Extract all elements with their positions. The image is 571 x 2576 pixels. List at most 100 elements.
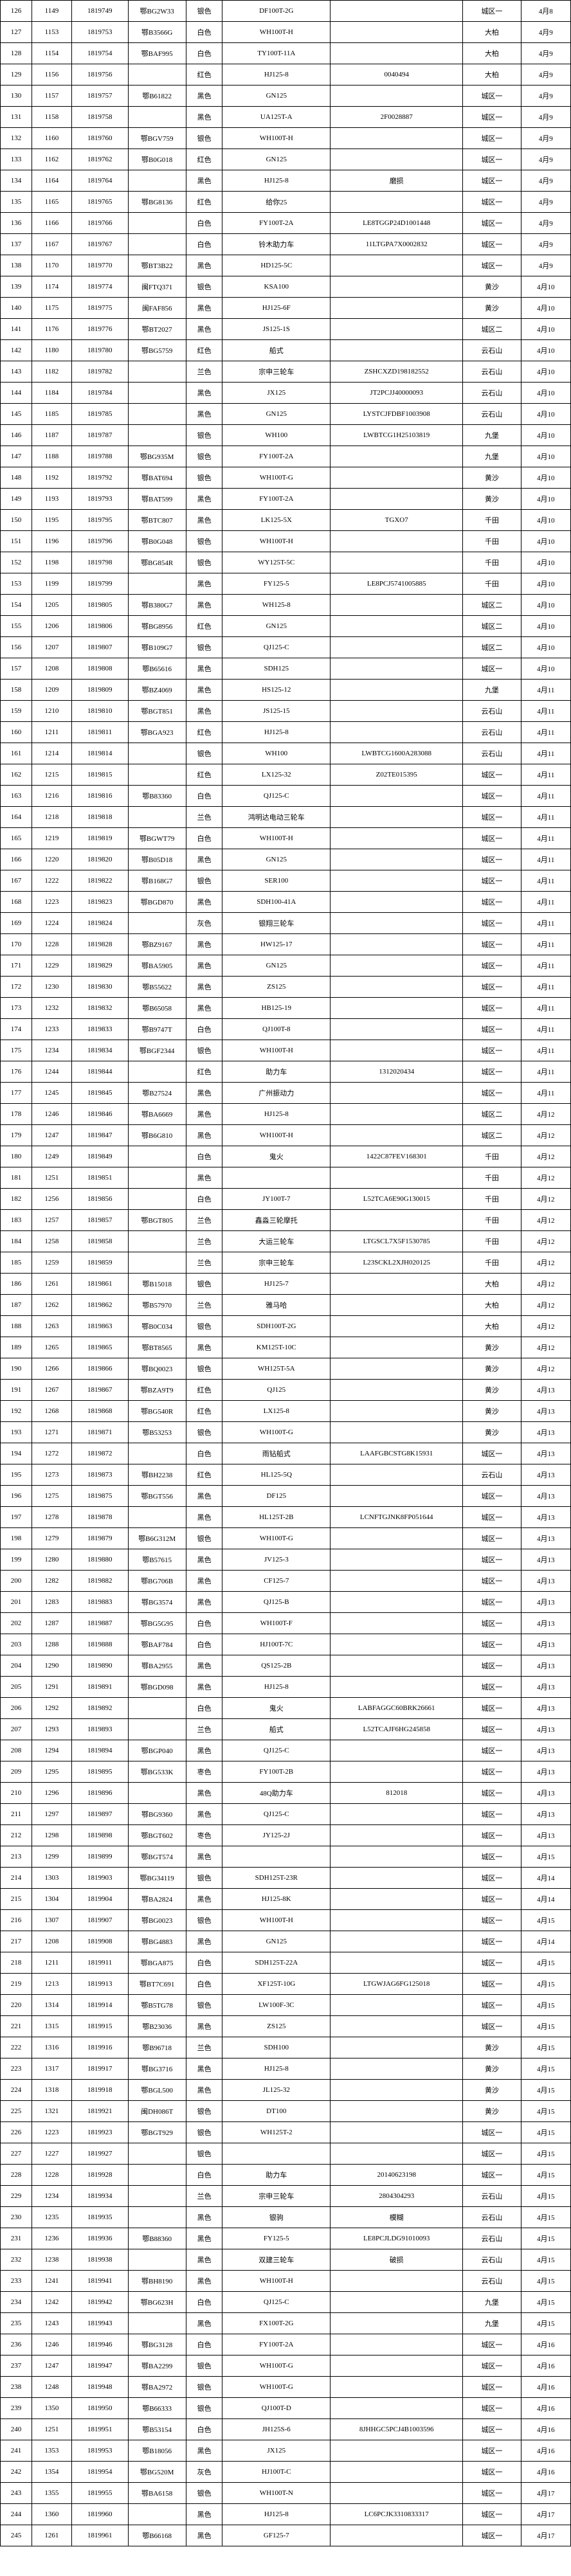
table-cell: 鄂BG4883 (128, 1931, 186, 1952)
table-row: 23112361819936鄂B88360黑色FY125-5LE8PCJLDG9… (1, 2228, 571, 2249)
table-cell: 4月16 (521, 2398, 570, 2419)
table-cell: 鄂BTC807 (128, 510, 186, 531)
table-cell: 千田 (463, 1146, 521, 1167)
table-cell: 黑色 (186, 1846, 222, 1868)
table-cell (331, 1549, 463, 1571)
table-cell: 152 (1, 552, 32, 573)
table-cell (331, 722, 463, 743)
table-row: 22413181819918鄂BGL500黑色JL125-32黄沙4月15 (1, 2080, 571, 2101)
table-row: 13711671819767白色铃木助力车11LTGPA7X0002832城区一… (1, 234, 571, 255)
table-cell: 城区一 (463, 1740, 521, 1761)
table-cell: 225 (1, 2101, 32, 2122)
table-cell: 1819764 (71, 170, 128, 192)
table-cell (128, 1167, 186, 1189)
table-cell: WH125T-5A (222, 1358, 331, 1380)
table-row: 13011571819757鄂B61822黑色GN125城区一4月9 (1, 86, 571, 107)
table-cell: 银色 (186, 637, 222, 658)
table-cell: 鄂BG5759 (128, 340, 186, 361)
table-cell: 鄂BAF784 (128, 1634, 186, 1655)
table-cell: 4月9 (521, 192, 570, 213)
table-cell: 白色 (186, 234, 222, 255)
table-cell: 1184 (32, 383, 71, 404)
table-cell: 城区一 (463, 1889, 521, 1910)
table-cell: 237 (1, 2355, 32, 2377)
table-cell: 1355 (32, 2483, 71, 2504)
table-cell: WH100T-H (222, 531, 331, 552)
table-cell: 黑色 (186, 2525, 222, 2546)
table-cell: 4月10 (521, 404, 570, 425)
table-cell: 1819953 (71, 2440, 128, 2462)
table-cell: 黑色 (186, 2504, 222, 2525)
table-cell (331, 1655, 463, 1677)
table-cell: 20140623198 (331, 2165, 463, 2186)
table-cell: 178 (1, 1104, 32, 1125)
table-cell: 1224 (32, 913, 71, 934)
table-cell: 城区一 (463, 1761, 521, 1783)
table-cell: 鄂B15018 (128, 1274, 186, 1295)
table-cell: JX125 (222, 2440, 331, 2462)
table-cell: 黑色 (186, 1592, 222, 1613)
table-cell: 210 (1, 1783, 32, 1804)
table-cell: 1312020434 (331, 1061, 463, 1083)
table-cell: ZS125 (222, 977, 331, 998)
table-cell (331, 1337, 463, 1358)
table-cell: 11LTGPA7X0002832 (331, 234, 463, 255)
table-cell: 175 (1, 1040, 32, 1061)
table-cell: 4月16 (521, 2440, 570, 2462)
table-row: 24512611819961鄂B66168黑色GF125-7城区一4月17 (1, 2525, 571, 2546)
table-cell (128, 573, 186, 595)
table-cell: 鄂B05D18 (128, 849, 186, 870)
table-cell: 231 (1, 2228, 32, 2249)
table-row: 21012961819896黑色48Q助力车812018城区一4月13 (1, 1783, 571, 1804)
table-cell: 1819883 (71, 1592, 128, 1613)
table-cell (331, 1486, 463, 1507)
table-cell: WY125T-5C (222, 552, 331, 573)
table-cell: 鄂BA2955 (128, 1655, 186, 1677)
table-cell: QJ100T-8 (222, 1019, 331, 1040)
table-cell: 1819814 (71, 743, 128, 764)
table-cell: 鄂B66333 (128, 2398, 186, 2419)
table-cell: 黑色 (186, 658, 222, 680)
table-cell: 4月13 (521, 1549, 570, 1571)
table-cell: 1246 (32, 2334, 71, 2355)
table-cell: 4月10 (521, 637, 570, 658)
table-row: 19012661819866鄂BQ0023银色WH125T-5A黄沙4月12 (1, 1358, 571, 1380)
table-cell: 1287 (32, 1613, 71, 1634)
table-cell: 1819936 (71, 2228, 128, 2249)
table-cell (128, 234, 186, 255)
table-cell (331, 149, 463, 170)
table-cell (331, 298, 463, 319)
table-row: 21613071819907鄂BG0023银色WH100T-H城区一4月15 (1, 1910, 571, 1931)
table-cell: 1211 (32, 1952, 71, 1974)
table-cell: 1819915 (71, 2016, 128, 2037)
table-cell (128, 2313, 186, 2334)
table-cell: 鄂BG34119 (128, 1868, 186, 1889)
table-cell: 银色 (186, 743, 222, 764)
table-cell: 1819896 (71, 1783, 128, 1804)
table-cell: 双建三轮车 (222, 2249, 331, 2271)
table-cell (331, 870, 463, 892)
table-cell: 城区一 (463, 2419, 521, 2440)
table-cell: 1230 (32, 977, 71, 998)
table-cell: 鄂BZ9167 (128, 934, 186, 955)
table-cell: 城区一 (463, 1868, 521, 1889)
table-cell: 1234 (32, 2186, 71, 2207)
table-cell: 4月9 (521, 213, 570, 234)
table-cell: 黄沙 (463, 2037, 521, 2058)
table-cell: 城区一 (463, 870, 521, 892)
table-row: 15712081819808鄂B65616黑色SDH125城区一4月10 (1, 658, 571, 680)
table-cell: LK125-5X (222, 510, 331, 531)
table-cell (331, 2334, 463, 2355)
table-cell: 206 (1, 1698, 32, 1719)
table-cell: 127 (1, 22, 32, 43)
table-cell: 白色 (186, 2165, 222, 2186)
table-cell: 助力车 (222, 1061, 331, 1083)
table-cell: 4月13 (521, 1613, 570, 1634)
table-cell: WH100T-N (222, 2483, 331, 2504)
table-cell: 千田 (463, 510, 521, 531)
table-row: 18812631819863鄂B0C034银色SDH100T-2G大柏4月12 (1, 1316, 571, 1337)
table-cell: 鄂BH2238 (128, 1464, 186, 1486)
table-cell: 135 (1, 192, 32, 213)
table-cell: 黑色 (186, 849, 222, 870)
table-cell: 红色 (186, 149, 222, 170)
